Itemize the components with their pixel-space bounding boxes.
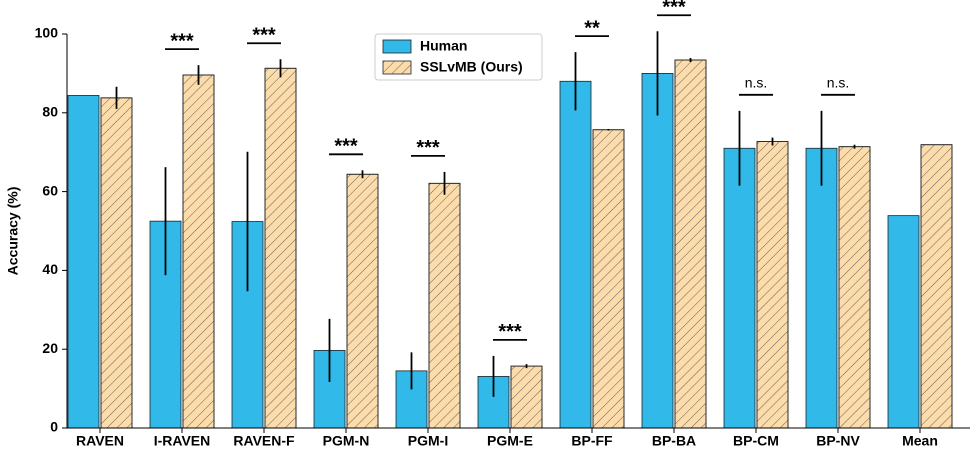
significance-label: *** — [252, 24, 276, 46]
legend-hatch — [383, 61, 411, 74]
bar-hatch — [510, 365, 543, 429]
significance-label: ** — [584, 17, 600, 39]
bar-hatch — [674, 59, 707, 429]
x-tick-label: I-RAVEN — [154, 433, 211, 449]
x-tick-label: PGM-N — [323, 433, 370, 449]
y-tick-label: 40 — [42, 261, 58, 277]
significance-label: *** — [416, 137, 440, 159]
bar — [723, 147, 756, 429]
y-tick-label: 0 — [50, 419, 58, 435]
bar-hatch — [182, 74, 215, 429]
legend-label: Human — [420, 38, 467, 54]
bar-hatch — [838, 146, 871, 429]
x-tick-label: BP-CM — [733, 433, 779, 449]
legend-label: SSLvMB (Ours) — [420, 59, 523, 75]
y-tick-label: 80 — [42, 104, 58, 120]
bar-hatch — [756, 141, 789, 429]
legend-swatch — [382, 39, 412, 54]
bar-hatch — [346, 173, 379, 429]
significance-label: *** — [662, 0, 686, 19]
x-tick-label: RAVEN — [76, 433, 124, 449]
x-tick-label: BP-NV — [816, 433, 860, 449]
bar-hatch — [264, 67, 297, 429]
y-tick-label: 60 — [42, 182, 58, 198]
bar-hatch — [100, 97, 133, 429]
significance-label: n.s. — [745, 75, 768, 91]
y-axis-label: Accuracy (%) — [5, 187, 21, 276]
x-tick-label: PGM-I — [408, 433, 448, 449]
y-tick-label: 100 — [35, 25, 59, 41]
bar — [641, 73, 674, 429]
significance-label: *** — [334, 136, 358, 158]
significance-label: *** — [170, 30, 194, 52]
significance-label: n.s. — [827, 75, 850, 91]
y-tick-label: 20 — [42, 340, 58, 356]
bar — [887, 215, 920, 429]
x-tick-label: BP-FF — [571, 433, 613, 449]
bar-hatch — [428, 182, 461, 429]
bar-hatch — [592, 129, 625, 429]
bar — [559, 80, 592, 429]
x-tick-label: BP-BA — [652, 433, 696, 449]
x-tick-label: PGM-E — [487, 433, 533, 449]
significance-label: *** — [498, 321, 522, 343]
legend-box — [374, 33, 543, 81]
x-tick-label: RAVEN-F — [233, 433, 295, 449]
x-tick-label: Mean — [902, 433, 938, 449]
bar — [67, 95, 100, 429]
bar-hatch — [920, 144, 953, 429]
bar — [805, 147, 838, 429]
